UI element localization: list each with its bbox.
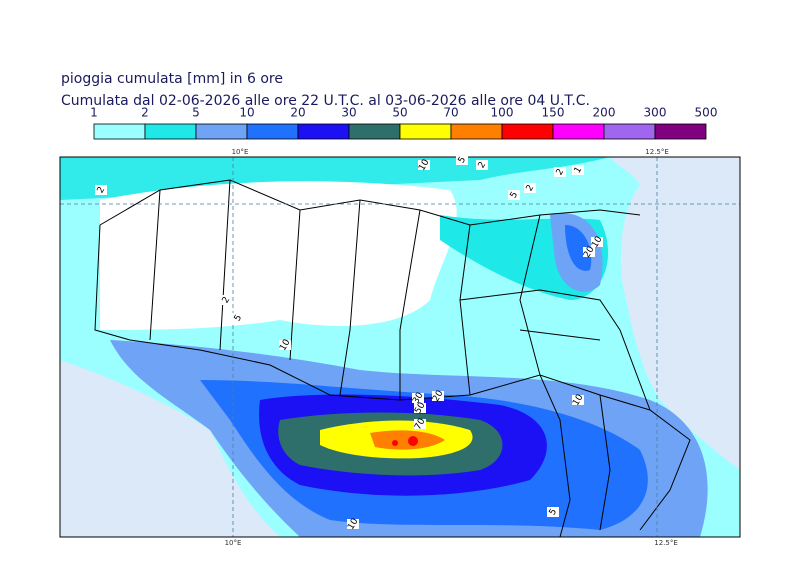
colorbar-label: 1 — [90, 106, 98, 120]
colorbar-label: 300 — [644, 106, 667, 120]
colorbar-segment — [93, 123, 146, 140]
sea — [60, 360, 280, 537]
contour-label-bg — [279, 340, 291, 350]
colorbar-segment — [399, 123, 452, 140]
colorbar-segment — [144, 123, 197, 140]
contour-label-bg — [456, 155, 468, 165]
contour-label-bg — [547, 507, 559, 517]
contour-label-bg — [220, 295, 232, 305]
rain-10 — [565, 225, 592, 271]
contour-label-bg — [591, 237, 603, 247]
rain-70 — [370, 430, 445, 450]
subtitle: Cumulata dal 02-06-2026 alle ore 22 U.T.… — [61, 93, 590, 109]
colorbar-label: 70 — [443, 106, 458, 120]
contour-label-bg — [347, 519, 359, 529]
colorbar-segment — [603, 123, 656, 140]
contour-label: 1 — [573, 165, 585, 175]
colorbar-segment — [450, 123, 503, 140]
contour-label-bg — [95, 185, 107, 195]
colorbar-label: 2 — [141, 106, 149, 120]
colorbar-segment — [501, 123, 554, 140]
colorbar-label: 500 — [695, 106, 718, 120]
bottom-axis-label: 12.5°E — [654, 539, 678, 547]
contour-label: 2 — [477, 160, 489, 170]
contour-label-bg — [432, 391, 444, 401]
colorbar-label: 20 — [290, 106, 305, 120]
map — [60, 157, 740, 537]
contour-label-bg — [412, 393, 424, 403]
contour-label: 5 — [509, 190, 521, 200]
sea — [610, 157, 740, 470]
top-axis-label: 12.5°E — [645, 148, 669, 156]
contour-label: 2 — [525, 183, 537, 193]
contour-label-bg — [583, 247, 595, 257]
colorbar-segment — [246, 123, 299, 140]
contour-label: 5 — [548, 507, 560, 517]
rain-100 — [392, 440, 398, 446]
rain-100 — [408, 436, 418, 446]
dry-area — [100, 181, 457, 330]
contour-label-bg — [572, 165, 584, 175]
contour-label-bg — [414, 403, 426, 413]
colorbar-label: 5 — [192, 106, 200, 120]
contour-label-bg — [414, 419, 426, 429]
contour-label: 5 — [457, 155, 469, 165]
colorbar-segment — [552, 123, 605, 140]
contour-label: 2 — [555, 167, 567, 177]
bottom-axis-label: 10°E — [225, 539, 242, 547]
colorbar-label: 50 — [392, 106, 407, 120]
colorbar-segment — [297, 123, 350, 140]
contour-label-bg — [476, 160, 488, 170]
contour-label-bg — [572, 395, 584, 405]
colorbar-label: 10 — [239, 106, 254, 120]
contour-label: 2 — [221, 295, 233, 305]
contour-label-bg — [418, 160, 430, 170]
top-axis-label: 10°E — [232, 148, 249, 156]
colorbar: 1 2 5 10 20 30 50 70 100 150 200 300 500 — [90, 106, 717, 140]
title: pioggia cumulata [mm] in 6 ore — [61, 71, 283, 87]
frame — [59, 156, 741, 538]
contour-label: 5 — [233, 313, 245, 323]
contour-label-bg — [508, 190, 520, 200]
grid — [60, 157, 740, 537]
colorbar-segment — [348, 123, 401, 140]
colorbar-segment — [195, 123, 248, 140]
colorbar-label: 200 — [593, 106, 616, 120]
colorbar-label: 100 — [491, 106, 514, 120]
contour-label-bg — [524, 183, 536, 193]
contour-label: 2 — [96, 185, 108, 195]
contour-label-bg — [232, 313, 244, 323]
colorbar-label: 150 — [542, 106, 565, 120]
contour-label-bg — [554, 167, 566, 177]
colorbar-segment — [654, 123, 707, 140]
colorbar-label: 30 — [341, 106, 356, 120]
